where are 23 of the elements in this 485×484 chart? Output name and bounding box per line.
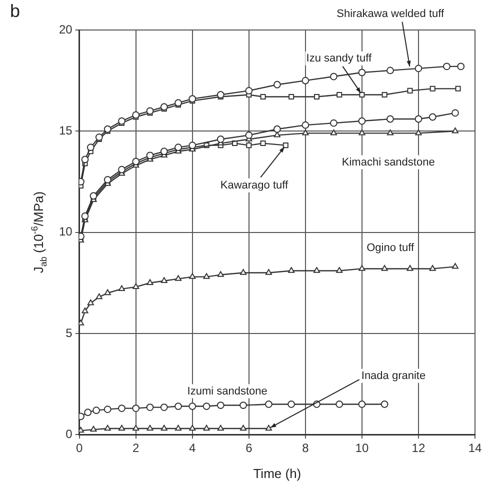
x-tick-label: 0: [76, 441, 84, 456]
x-tick-label: 12: [412, 441, 426, 456]
x-tick-label: 2: [132, 441, 140, 456]
y-tick-label: 15: [58, 123, 73, 138]
annotation: Kawarago tuff: [220, 179, 289, 192]
y-tick-label: 10: [58, 224, 73, 239]
x-tick-label: 4: [189, 441, 196, 456]
y-tick-label: 0: [66, 426, 73, 441]
x-tick-label: 10: [355, 441, 369, 456]
x-axis-title: Time (h): [253, 466, 302, 482]
annotation: Izu sandy tuff: [306, 52, 372, 64]
annotation: Inada granite: [361, 370, 426, 382]
x-tick-label: 6: [246, 441, 253, 456]
y-tick-label: 20: [58, 22, 73, 36]
annotation: Ogino tuff: [366, 242, 416, 254]
y-axis-title: Jab (10-6/MPa): [29, 191, 48, 274]
text: b: [10, 0, 20, 21]
y-tick-label: 5: [66, 326, 73, 340]
annotation: Shirakawa welded tuff: [336, 8, 445, 20]
annotation: Kimachi sandstone: [342, 156, 435, 168]
x-tick-label: 14: [468, 441, 482, 456]
annotation: Izumi sandstone: [187, 385, 268, 398]
x-tick-label: 8: [302, 441, 310, 456]
